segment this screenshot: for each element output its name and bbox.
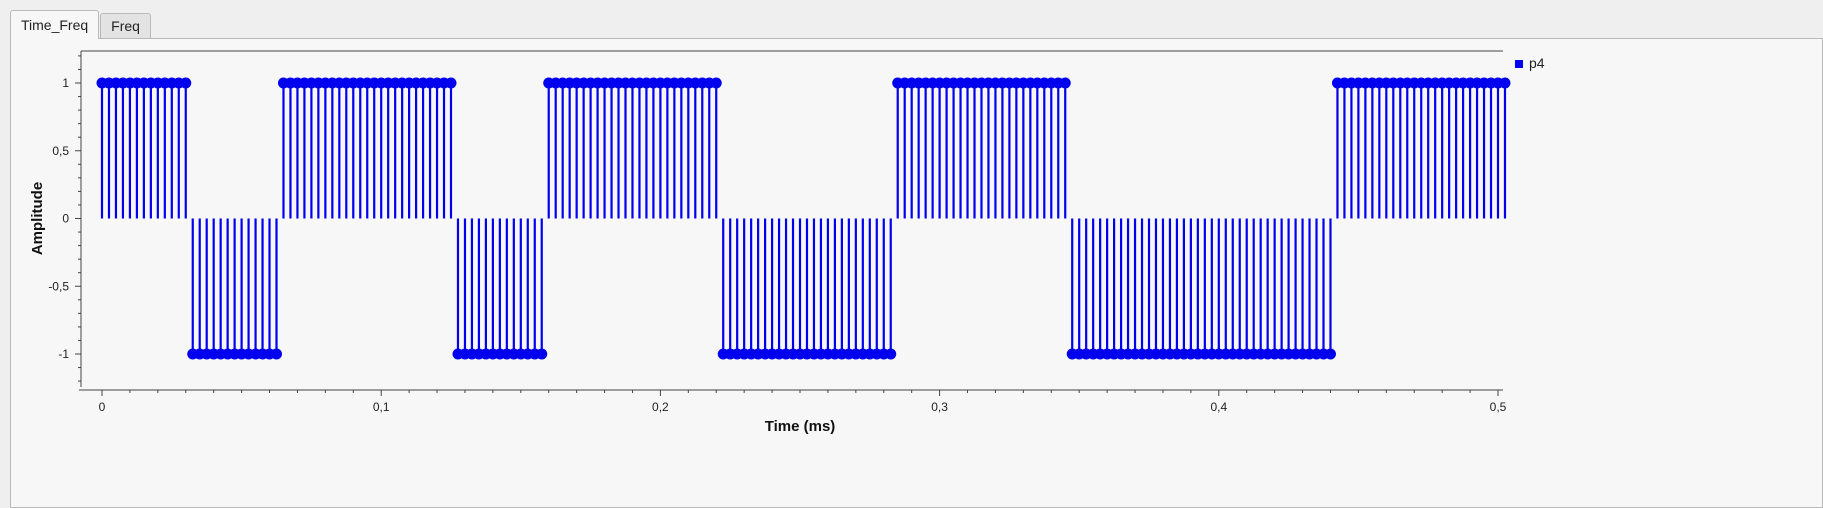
x-tick-label: 0,3 — [931, 400, 948, 414]
stem-marker — [885, 348, 897, 360]
y-axis-title: Amplitude — [29, 182, 46, 255]
stem-marker — [710, 77, 722, 89]
plot-legend: p4 — [1515, 55, 1545, 71]
stem-marker — [271, 348, 282, 360]
x-tick-label: 0,4 — [1210, 400, 1227, 414]
plot-panel: 1 0,5 0 -0,5 -1 0 0,1 0,2 0,3 0,4 0,5 Time (ms) Ampl… — [10, 38, 1823, 508]
y-tick-label: 0,5 — [52, 144, 69, 158]
axis-labels: 1 0,5 0 -0,5 -1 0 0,1 0,2 0,3 0,4 0,5 Time (ms) Ampl… — [29, 76, 1507, 435]
x-axis-title: Time (ms) — [765, 418, 836, 435]
tab-bar: Time_Freq Freq — [10, 10, 152, 39]
legend-swatch — [1515, 60, 1523, 68]
x-tick-label: 0,2 — [652, 400, 669, 414]
stem-marker — [445, 77, 457, 89]
stem-marker — [1499, 77, 1511, 89]
y-tick-label: 0 — [62, 212, 69, 226]
stem-marker — [536, 348, 548, 360]
stem-markers — [96, 77, 1511, 360]
y-tick-label: 1 — [62, 76, 69, 90]
time-domain-plot: 1 0,5 0 -0,5 -1 0 0,1 0,2 0,3 0,4 0,5 Time (ms) Ampl… — [29, 50, 1545, 435]
x-tick-label: 0 — [99, 400, 106, 414]
legend-label: p4 — [1529, 55, 1545, 71]
y-tick-label: -0,5 — [48, 279, 69, 293]
y-tick-label: -1 — [58, 347, 69, 361]
plot-axes — [75, 50, 1503, 396]
stem-marker — [180, 77, 192, 89]
stem-marker — [1324, 348, 1336, 360]
x-tick-label: 0,5 — [1490, 400, 1507, 414]
stem-marker — [1059, 77, 1071, 89]
x-tick-label: 0,1 — [373, 400, 390, 414]
tab-freq[interactable]: Freq — [100, 13, 151, 38]
tab-time-freq[interactable]: Time_Freq — [10, 10, 100, 39]
stem-series — [100, 83, 1507, 354]
